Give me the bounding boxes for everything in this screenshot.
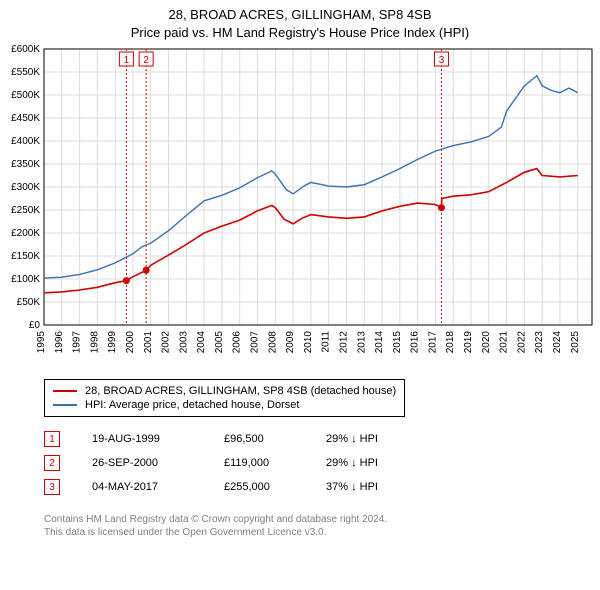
legend-swatch xyxy=(53,404,77,406)
chart-container: 28, BROAD ACRES, GILLINGHAM, SP8 4SB Pri… xyxy=(0,0,600,539)
attribution-footer: Contains HM Land Registry data © Crown c… xyxy=(44,513,600,539)
x-tick-label: 2006 xyxy=(232,331,243,354)
x-tick-label: 2000 xyxy=(125,331,136,354)
footer-line-2: This data is licensed under the Open Gov… xyxy=(44,526,600,539)
x-tick-label: 2018 xyxy=(445,331,456,354)
annotation-point xyxy=(143,267,150,274)
y-tick-label: £600K xyxy=(11,44,40,55)
x-tick-label: 2014 xyxy=(374,331,385,354)
title-line-2: Price paid vs. HM Land Registry's House … xyxy=(0,24,600,42)
y-tick-label: £450K xyxy=(11,113,40,124)
x-tick-label: 2004 xyxy=(196,331,207,354)
annotation-row-date: 26-SEP-2000 xyxy=(92,457,192,469)
x-tick-label: 2003 xyxy=(178,331,189,354)
legend-label: HPI: Average price, detached house, Dors… xyxy=(85,399,299,411)
x-tick-label: 2023 xyxy=(534,331,545,354)
legend-row: HPI: Average price, detached house, Dors… xyxy=(53,398,396,412)
y-tick-label: £200K xyxy=(11,228,40,239)
annotation-marker-label: 2 xyxy=(143,55,149,66)
legend: 28, BROAD ACRES, GILLINGHAM, SP8 4SB (de… xyxy=(44,379,405,417)
x-tick-label: 2019 xyxy=(463,331,474,354)
annotation-row-marker: 1 xyxy=(44,431,60,447)
x-tick-label: 1998 xyxy=(89,331,100,354)
x-tick-label: 2013 xyxy=(356,331,367,354)
y-tick-label: £300K xyxy=(11,182,40,193)
annotation-row-price: £119,000 xyxy=(224,457,294,469)
x-tick-label: 2005 xyxy=(214,331,225,354)
x-tick-label: 2001 xyxy=(143,331,154,354)
x-tick-label: 2010 xyxy=(303,331,314,354)
x-tick-label: 2024 xyxy=(552,331,563,354)
annotation-row-delta: 29% ↓ HPI xyxy=(326,433,416,445)
annotation-row-price: £255,000 xyxy=(224,481,294,493)
x-tick-label: 2025 xyxy=(570,331,581,354)
annotation-point xyxy=(123,277,130,284)
annotation-row: 1 19-AUG-1999 £96,500 29% ↓ HPI xyxy=(44,427,600,451)
x-tick-label: 2020 xyxy=(481,331,492,354)
x-tick-label: 1996 xyxy=(54,331,65,354)
annotation-marker-label: 1 xyxy=(124,55,130,66)
annotation-row: 2 26-SEP-2000 £119,000 29% ↓ HPI xyxy=(44,451,600,475)
annotation-row: 3 04-MAY-2017 £255,000 37% ↓ HPI xyxy=(44,475,600,499)
title-block: 28, BROAD ACRES, GILLINGHAM, SP8 4SB Pri… xyxy=(0,0,600,43)
annotation-row-marker: 2 xyxy=(44,455,60,471)
x-tick-label: 2021 xyxy=(499,331,510,354)
x-tick-label: 2008 xyxy=(267,331,278,354)
annotation-row-price: £96,500 xyxy=(224,433,294,445)
x-tick-label: 2022 xyxy=(516,331,527,354)
y-tick-label: £150K xyxy=(11,251,40,262)
annotation-row-marker: 3 xyxy=(44,479,60,495)
annotation-table: 1 19-AUG-1999 £96,500 29% ↓ HPI 2 26-SEP-2000… xyxy=(44,427,600,499)
annotation-point xyxy=(438,204,445,211)
chart-area: £0 £50K £100K £150K £200K £250K £300K £350K £400… xyxy=(0,43,600,373)
x-tick-label: 1995 xyxy=(36,331,47,354)
annotation-row-date: 19-AUG-1999 xyxy=(92,433,192,445)
annotation-marker-label: 3 xyxy=(439,55,445,66)
x-tick-label: 1999 xyxy=(107,331,118,354)
y-tick-label: £550K xyxy=(11,67,40,78)
line-chart-svg: £0 £50K £100K £150K £200K £250K £300K £350K £400… xyxy=(0,43,600,373)
y-tick-label: £400K xyxy=(11,136,40,147)
x-tick-label: 2011 xyxy=(321,331,332,353)
x-tick-label: 2007 xyxy=(250,331,261,354)
y-tick-label: £500K xyxy=(11,90,40,101)
x-tick-label: 2015 xyxy=(392,331,403,354)
x-tick-label: 2002 xyxy=(161,331,172,354)
y-tick-label: £250K xyxy=(11,205,40,216)
y-tick-label: £100K xyxy=(11,274,40,285)
x-tick-label: 2009 xyxy=(285,331,296,354)
x-tick-label: 2016 xyxy=(410,331,421,354)
x-tick-label: 1997 xyxy=(72,331,83,354)
annotation-row-date: 04-MAY-2017 xyxy=(92,481,192,493)
footer-line-1: Contains HM Land Registry data © Crown c… xyxy=(44,513,600,526)
legend-row: 28, BROAD ACRES, GILLINGHAM, SP8 4SB (de… xyxy=(53,384,396,398)
annotation-row-delta: 29% ↓ HPI xyxy=(326,457,416,469)
y-tick-label: £350K xyxy=(11,159,40,170)
title-line-1: 28, BROAD ACRES, GILLINGHAM, SP8 4SB xyxy=(0,6,600,24)
annotation-row-delta: 37% ↓ HPI xyxy=(326,481,416,493)
y-tick-label: £50K xyxy=(17,297,41,308)
legend-swatch xyxy=(53,390,77,392)
x-tick-label: 2012 xyxy=(338,331,349,354)
y-tick-label: £0 xyxy=(29,320,41,331)
legend-label: 28, BROAD ACRES, GILLINGHAM, SP8 4SB (de… xyxy=(85,385,396,397)
x-tick-label: 2017 xyxy=(427,331,438,354)
